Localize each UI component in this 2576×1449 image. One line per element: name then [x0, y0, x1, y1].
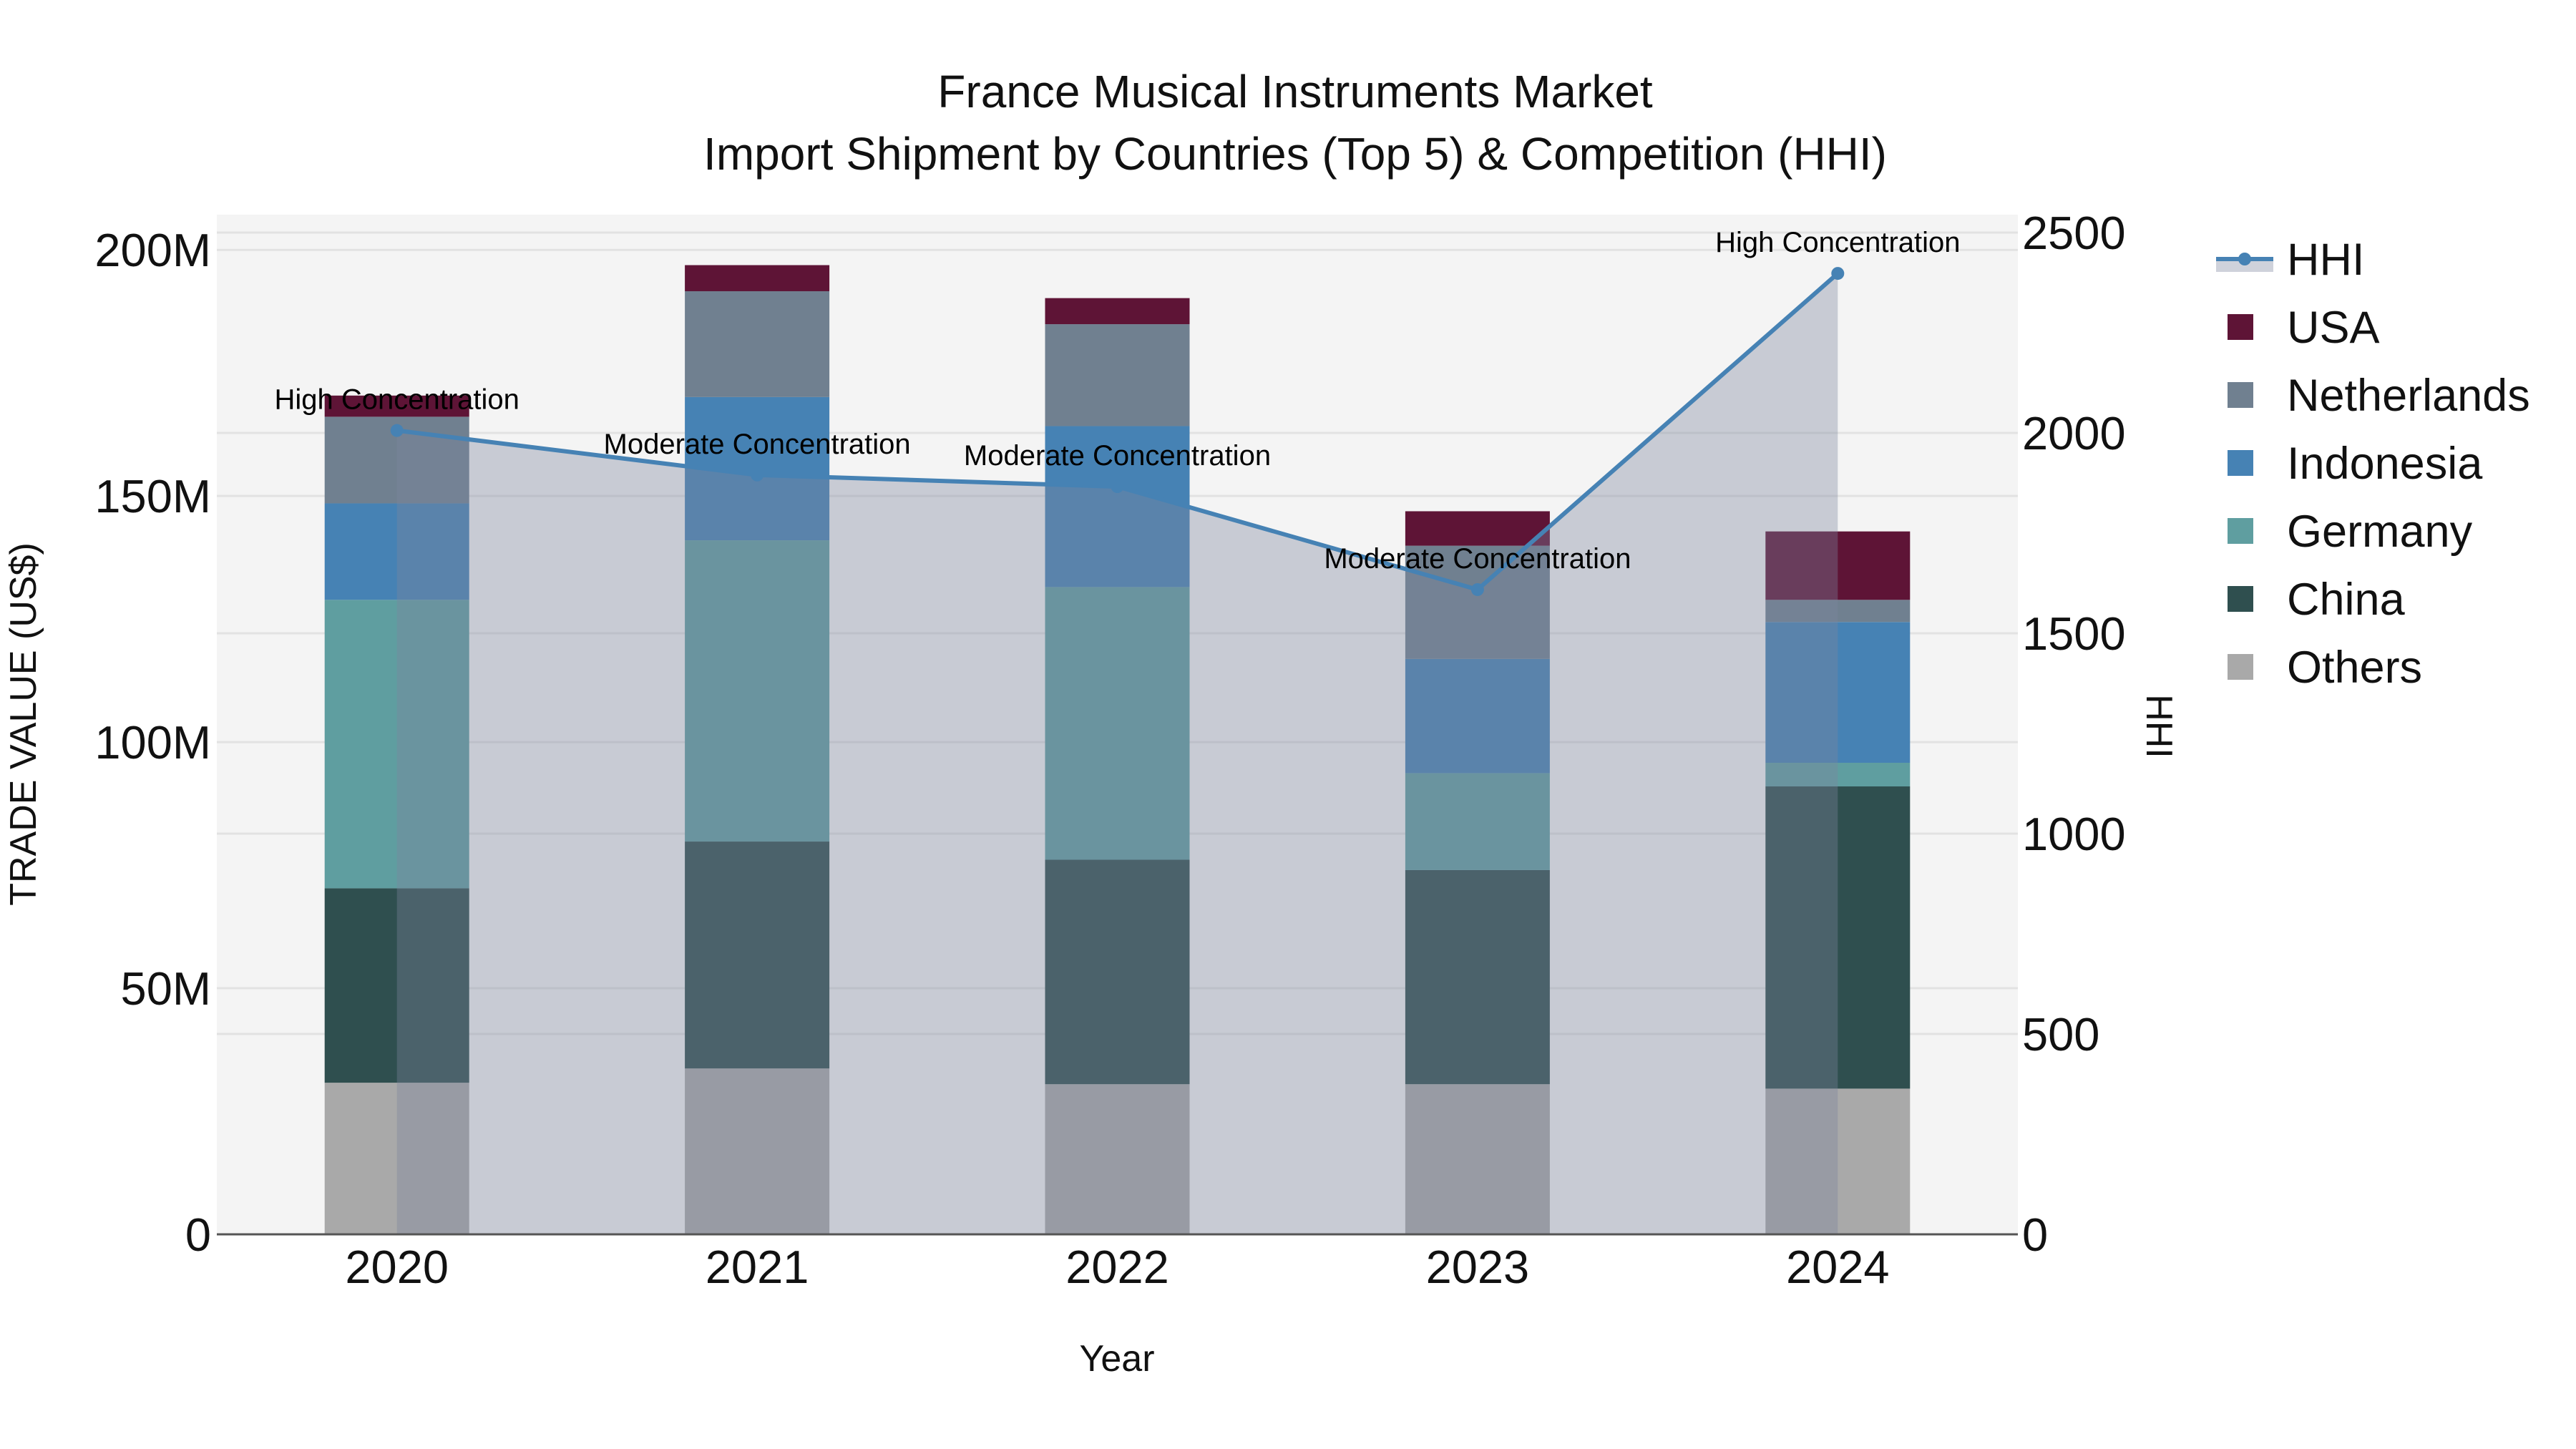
bar-segment-others[interactable]: [1765, 1088, 1911, 1234]
x-axis-title: Year: [1079, 1338, 1154, 1380]
legend-item-germany[interactable]: Germany: [2228, 507, 2473, 557]
legend-label: HHI: [2287, 235, 2365, 285]
bar-segment-china[interactable]: [1765, 786, 1911, 1089]
bar-segment-usa[interactable]: [1405, 511, 1550, 546]
legend: HHI USA Netherlands Indonesia Germany China Ot…: [2216, 235, 2530, 693]
legend-label: USA: [2287, 303, 2380, 353]
bar-segment-usa[interactable]: [685, 265, 830, 291]
legend-swatch-icon: [2228, 654, 2253, 680]
legend-swatch-icon: [2228, 314, 2253, 340]
bar-stack-2020[interactable]: [324, 395, 469, 1234]
concentration-annotation: High Concentration: [1715, 227, 1960, 258]
y-left-tick-label: 0: [185, 1209, 211, 1261]
bar-stack-2021[interactable]: [685, 265, 830, 1234]
bar-segment-netherlands[interactable]: [1765, 600, 1911, 623]
legend-swatch-icon: [2228, 382, 2253, 408]
x-tick-label: 2022: [1065, 1241, 1169, 1293]
concentration-annotation: High Concentration: [274, 384, 519, 416]
bar-segment-germany[interactable]: [1045, 587, 1190, 860]
bar-segment-others[interactable]: [685, 1068, 830, 1234]
y-right-tick-label: 1500: [2022, 608, 2126, 660]
legend-label: China: [2287, 575, 2406, 625]
legend-item-usa[interactable]: USA: [2228, 303, 2380, 353]
y-right-tick-label: 500: [2022, 1008, 2099, 1060]
y-axis-right-title: HHI: [2138, 694, 2180, 758]
bar-segment-others[interactable]: [1045, 1084, 1190, 1234]
y-axis-left-title: TRADE VALUE (US$): [3, 542, 44, 906]
chart-title-line2: Import Shipment by Countries (Top 5) & C…: [703, 128, 1887, 180]
y-left-tick-label: 150M: [94, 470, 211, 522]
hhi-line-series: [390, 267, 1845, 1234]
bar-segment-germany[interactable]: [1765, 762, 1911, 787]
stacked-bars: [324, 265, 1911, 1234]
legend-label: Germany: [2287, 507, 2473, 557]
x-tick-label: 2023: [1426, 1241, 1530, 1293]
legend-marker-icon: [2238, 253, 2251, 265]
bar-segment-indonesia[interactable]: [1405, 658, 1550, 774]
hhi-point-2021[interactable]: [751, 468, 764, 482]
bar-segment-netherlands[interactable]: [1045, 324, 1190, 426]
bar-segment-usa[interactable]: [1765, 531, 1911, 600]
y-right-tick-label: 1000: [2022, 808, 2126, 860]
bar-segment-china[interactable]: [324, 888, 469, 1083]
bar-segment-indonesia[interactable]: [1765, 622, 1911, 763]
bar-segment-china[interactable]: [1045, 859, 1190, 1085]
bar-segment-others[interactable]: [1405, 1084, 1550, 1234]
concentration-annotation: Moderate Concentration: [964, 440, 1271, 472]
bar-segment-indonesia[interactable]: [324, 503, 469, 600]
bar-segment-netherlands[interactable]: [685, 291, 830, 397]
x-tick-label: 2024: [1786, 1241, 1890, 1293]
bar-segment-germany[interactable]: [324, 600, 469, 889]
legend-swatch-icon: [2228, 518, 2253, 544]
hhi-point-2020[interactable]: [390, 424, 404, 437]
bar-stack-2024[interactable]: [1765, 531, 1911, 1234]
y-right-tick-label: 2000: [2022, 407, 2126, 459]
bar-segment-usa[interactable]: [324, 395, 469, 417]
axis-ticks: 0 50M 100M 150M 200M 0 500 1000 1500 2000 2500 2020…: [94, 207, 2125, 1293]
chart-title-line1: France Musical Instruments Market: [937, 66, 1653, 117]
bar-stack-2023[interactable]: [1405, 511, 1550, 1234]
bar-segment-germany[interactable]: [1405, 773, 1550, 870]
bar-segment-germany[interactable]: [685, 540, 830, 842]
hhi-point-2024[interactable]: [1831, 267, 1845, 280]
legend-label: Netherlands: [2287, 371, 2530, 421]
bar-segment-others[interactable]: [324, 1083, 469, 1234]
bar-segment-indonesia[interactable]: [1045, 426, 1190, 587]
bar-segment-netherlands[interactable]: [1405, 545, 1550, 659]
hhi-area-fill: [396, 273, 1838, 1234]
bar-segment-usa[interactable]: [1045, 298, 1190, 325]
bar-segment-china[interactable]: [1405, 869, 1550, 1085]
legend-item-others[interactable]: Others: [2228, 643, 2422, 693]
concentration-annotation: Moderate Concentration: [1324, 543, 1631, 575]
legend-item-indonesia[interactable]: Indonesia: [2228, 439, 2483, 489]
concentration-annotation: Moderate Concentration: [604, 429, 911, 460]
y-left-tick-label: 50M: [121, 962, 211, 1015]
x-tick-label: 2021: [706, 1241, 809, 1293]
y-right-tick-label: 2500: [2022, 207, 2126, 259]
legend-label: Others: [2287, 643, 2422, 693]
legend-item-hhi[interactable]: HHI: [2216, 235, 2365, 285]
bar-segment-china[interactable]: [685, 841, 830, 1069]
legend-item-china[interactable]: China: [2228, 575, 2406, 625]
annotations: High Concentration Moderate Concentration…: [274, 227, 1960, 575]
y-left-tick-label: 100M: [94, 716, 211, 769]
bar-stack-2022[interactable]: [1045, 298, 1190, 1234]
y-right-tick-label: 0: [2022, 1209, 2048, 1261]
hhi-point-2023[interactable]: [1470, 582, 1484, 596]
legend-item-netherlands[interactable]: Netherlands: [2228, 371, 2530, 421]
legend-swatch-icon: [2228, 450, 2253, 476]
x-tick-label: 2020: [345, 1241, 449, 1293]
legend-swatch-icon: [2228, 586, 2253, 612]
y-left-tick-label: 200M: [94, 224, 211, 276]
legend-label: Indonesia: [2287, 439, 2483, 489]
hhi-point-2022[interactable]: [1111, 480, 1124, 494]
